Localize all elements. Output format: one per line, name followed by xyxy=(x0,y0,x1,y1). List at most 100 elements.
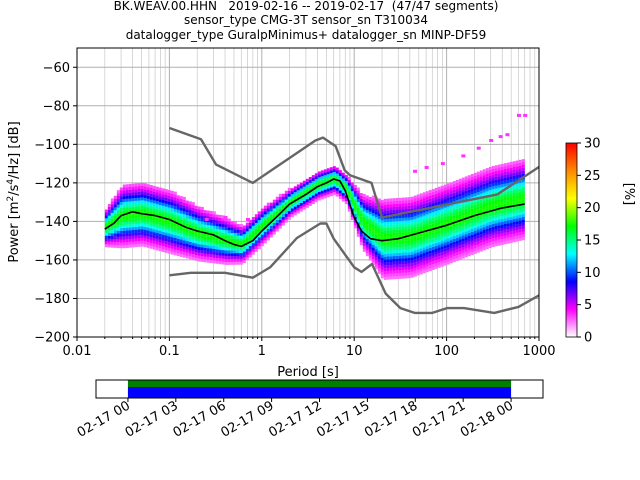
heatmap-cell xyxy=(146,210,150,214)
heatmap-cell xyxy=(443,236,447,240)
heatmap-cell xyxy=(176,215,180,219)
heatmap-cell xyxy=(383,273,387,277)
heatmap-cell xyxy=(458,198,462,202)
heatmap-cell xyxy=(374,228,378,232)
heatmap-cell xyxy=(161,197,165,201)
heatmap-cell xyxy=(512,195,516,199)
heatmap-cell xyxy=(149,239,153,243)
heatmap-cell xyxy=(431,223,435,227)
heatmap-cell xyxy=(512,216,516,220)
heatmap-cell xyxy=(335,173,339,177)
heatmap-cell xyxy=(443,187,447,191)
heatmap-cell xyxy=(419,256,423,260)
heatmap-cell xyxy=(473,224,477,228)
heatmap-cell xyxy=(377,262,381,266)
heatmap-cell xyxy=(434,251,438,255)
heatmap-cell xyxy=(371,201,375,205)
heatmap-cell xyxy=(500,195,504,199)
heatmap-cell xyxy=(209,210,213,214)
heatmap-cell xyxy=(392,218,396,222)
heatmap-cell xyxy=(506,226,510,230)
heatmap-cell xyxy=(278,202,282,206)
heatmap-cell xyxy=(419,242,423,246)
heatmap-cell xyxy=(488,244,492,248)
heatmap-cell xyxy=(464,202,468,206)
heatmap-cell xyxy=(122,227,126,231)
heatmap-cell xyxy=(266,208,270,212)
heatmap-cell xyxy=(395,229,399,233)
heatmap-cell xyxy=(182,202,186,206)
heatmap-cell xyxy=(491,183,495,187)
heatmap-cell xyxy=(305,196,309,200)
heatmap-cell xyxy=(161,205,165,209)
heatmap-cell xyxy=(167,227,171,231)
heatmap-cell xyxy=(503,169,507,173)
heatmap-cell xyxy=(485,171,489,175)
heatmap-cell xyxy=(434,210,438,214)
heatmap-cell xyxy=(182,205,186,209)
heatmap-cell xyxy=(485,243,489,247)
heatmap-cell xyxy=(416,229,420,233)
heatmap-cell xyxy=(503,192,507,196)
heatmap-cell xyxy=(173,214,177,218)
heatmap-cell xyxy=(194,252,198,256)
heatmap-cell xyxy=(410,214,414,218)
heatmap-cell xyxy=(377,221,381,225)
heatmap-cell xyxy=(422,200,426,204)
heatmap-cell xyxy=(176,218,180,222)
heatmap-cell xyxy=(491,212,495,216)
heatmap-cell xyxy=(332,186,336,190)
heatmap-cell xyxy=(209,260,213,264)
heatmap-cell xyxy=(164,218,168,222)
heatmap-cell xyxy=(179,198,183,202)
heatmap-cell xyxy=(143,194,147,198)
heatmap-cell xyxy=(419,259,423,263)
heatmap-cell xyxy=(377,256,381,260)
heatmap-cell xyxy=(290,191,294,195)
heatmap-cell xyxy=(428,210,432,214)
heatmap-cell xyxy=(371,253,375,257)
heatmap-cell xyxy=(131,238,135,242)
heatmap-cell xyxy=(437,253,441,257)
heatmap-cell xyxy=(401,203,405,207)
heatmap-cell xyxy=(398,244,402,248)
heatmap-cell xyxy=(476,186,480,190)
heatmap-cell xyxy=(503,232,507,236)
heatmap-cell xyxy=(242,231,246,235)
heatmap-cell xyxy=(389,276,393,280)
heatmap-cell xyxy=(296,198,300,202)
heatmap-cell xyxy=(371,204,375,208)
heatmap-cell xyxy=(326,182,330,186)
heatmap-cell xyxy=(170,216,174,220)
heatmap-cell xyxy=(293,209,297,213)
heatmap-cell xyxy=(125,221,129,225)
heatmap-cell xyxy=(167,244,171,248)
heatmap-cell xyxy=(509,190,513,194)
heatmap-cell xyxy=(506,197,510,201)
heatmap-cell xyxy=(110,238,114,242)
heatmap-cell xyxy=(125,204,129,208)
heatmap-cell xyxy=(509,179,513,183)
heatmap-cell xyxy=(185,238,189,242)
heatmap-cell xyxy=(446,195,450,199)
heatmap-cell xyxy=(143,186,147,190)
heatmap-cell xyxy=(248,222,252,226)
heatmap-cell xyxy=(104,241,108,245)
heatmap-cell xyxy=(308,182,312,186)
heatmap-cell xyxy=(212,248,216,252)
heatmap-cell xyxy=(218,238,222,242)
heatmap-cell xyxy=(233,261,237,265)
heatmap-cell xyxy=(506,179,510,183)
heatmap-cell xyxy=(443,193,447,197)
heatmap-cell xyxy=(494,176,498,180)
heatmap-cell xyxy=(275,225,279,229)
heatmap-cell xyxy=(356,193,360,197)
heatmap-cell xyxy=(341,195,345,199)
heatmap-cell xyxy=(518,217,522,221)
heatmap-cell xyxy=(131,232,135,236)
heatmap-cell xyxy=(482,247,486,251)
heatmap-cell xyxy=(107,221,111,225)
heatmap-cell xyxy=(221,255,225,259)
heatmap-cell xyxy=(224,250,228,254)
heatmap-cell xyxy=(446,235,450,239)
